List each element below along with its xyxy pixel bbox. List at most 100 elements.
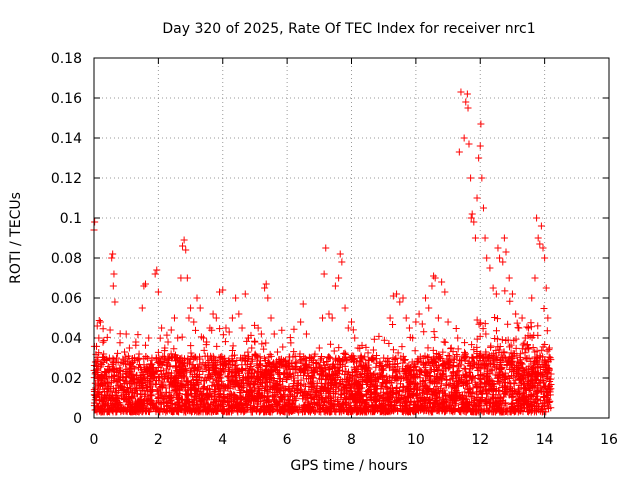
data-point (449, 372, 457, 380)
data-point (244, 334, 252, 342)
data-point (325, 310, 333, 318)
data-point (257, 397, 265, 405)
data-point (465, 389, 473, 397)
data-point (529, 343, 537, 351)
data-point (123, 407, 131, 415)
data-point (114, 349, 122, 357)
data-point (156, 373, 164, 381)
data-point (240, 403, 248, 411)
data-point (388, 389, 396, 397)
data-point (288, 359, 296, 367)
data-point (546, 354, 554, 362)
data-point (164, 338, 172, 346)
data-point (220, 387, 228, 395)
data-point (355, 391, 363, 399)
data-point (478, 407, 486, 415)
data-point (191, 382, 199, 390)
data-point (447, 345, 455, 353)
data-point (260, 345, 268, 353)
data-point (178, 359, 186, 367)
data-point (501, 389, 509, 397)
data-point (273, 379, 281, 387)
plot-frame (93, 57, 610, 419)
data-point (341, 362, 349, 370)
data-point (219, 286, 227, 294)
data-point (460, 364, 468, 372)
data-point (495, 387, 503, 395)
data-point (332, 387, 340, 395)
data-point (166, 378, 174, 386)
data-point (173, 398, 181, 406)
data-point (523, 355, 531, 363)
data-point (409, 372, 417, 380)
data-point (263, 406, 271, 414)
grid-lines (94, 58, 609, 418)
data-point (525, 372, 533, 380)
data-point (431, 333, 439, 341)
data-point (203, 408, 211, 416)
data-point (248, 355, 256, 363)
data-point (335, 357, 343, 365)
data-point (264, 399, 272, 407)
data-point (454, 368, 462, 376)
data-point (415, 310, 423, 318)
data-point (279, 343, 287, 351)
data-point (297, 318, 305, 326)
data-point (467, 214, 475, 222)
data-point (262, 382, 270, 390)
data-point (186, 356, 194, 364)
data-point (479, 204, 487, 212)
data-point (530, 408, 538, 416)
data-point (454, 345, 462, 353)
data-point (267, 378, 275, 386)
data-point (136, 372, 144, 380)
data-point (451, 389, 459, 397)
data-point (226, 381, 234, 389)
data-point (196, 360, 204, 368)
data-point (277, 393, 285, 401)
data-point (389, 346, 397, 354)
data-point (478, 174, 486, 182)
data-point (378, 362, 386, 370)
data-point (320, 369, 328, 377)
data-point (523, 323, 531, 331)
data-point (450, 395, 458, 403)
data-point (243, 337, 251, 345)
data-point (428, 390, 436, 398)
data-point (221, 354, 229, 362)
data-point (393, 373, 401, 381)
data-point (534, 322, 542, 330)
data-point (154, 288, 162, 296)
data-point (457, 408, 465, 416)
data-point (437, 355, 445, 363)
data-point (500, 348, 508, 356)
data-point (112, 365, 120, 373)
data-point (291, 369, 299, 377)
data-point (210, 399, 218, 407)
data-point (477, 363, 485, 371)
data-point (343, 384, 351, 392)
data-point (468, 373, 476, 381)
data-point (301, 354, 309, 362)
data-point (438, 278, 446, 286)
data-point (251, 321, 259, 329)
data-point (140, 402, 148, 410)
data-point (247, 365, 255, 373)
data-point (383, 390, 391, 398)
data-point (539, 343, 547, 351)
data-point (364, 406, 372, 414)
data-point (523, 341, 531, 349)
data-point (324, 361, 332, 369)
data-point (125, 344, 133, 352)
data-point (337, 390, 345, 398)
data-point (468, 389, 476, 397)
data-point (354, 381, 362, 389)
data-point (126, 377, 134, 385)
data-point (121, 396, 129, 404)
data-point (201, 383, 209, 391)
data-point (395, 367, 403, 375)
y-tick-label: 0.14 (51, 131, 82, 147)
data-point (230, 368, 238, 376)
data-point (141, 365, 149, 373)
data-point (493, 355, 501, 363)
